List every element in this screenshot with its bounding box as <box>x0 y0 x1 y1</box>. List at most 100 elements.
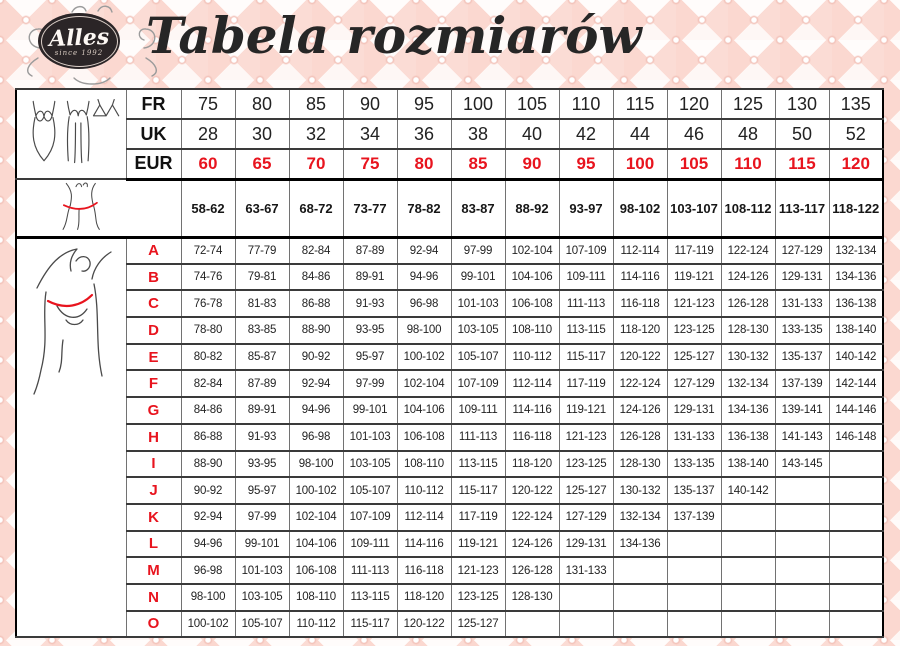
size-cell: 134-136 <box>828 262 884 292</box>
size-cell: 137-139 <box>774 369 830 399</box>
size-cell: 40 <box>504 118 560 150</box>
size-cell: 129-131 <box>774 262 830 292</box>
size-cell: 139-141 <box>774 396 830 425</box>
size-cell: 87-89 <box>342 236 398 265</box>
cup-label-b: B <box>125 262 182 292</box>
size-cell <box>828 502 884 532</box>
cup-label-l: L <box>125 529 182 559</box>
size-cell: 60 <box>180 148 236 181</box>
size-cell: 104-106 <box>504 262 560 292</box>
size-cell: 122-124 <box>504 502 560 532</box>
size-cell: 131-133 <box>558 556 614 585</box>
underbust-cell: 63-67 <box>234 178 290 239</box>
size-cell: 128-130 <box>720 316 776 345</box>
size-cell: 112-114 <box>396 502 452 532</box>
size-cell: 113-115 <box>342 582 398 612</box>
size-table-body: FR 75 80 85 90 95 100 105 110 115 120 125 130 135 UK 28… <box>15 88 884 639</box>
size-cell: 132-134 <box>828 236 884 265</box>
size-cell: 118-120 <box>504 449 560 479</box>
size-cell: 113-115 <box>558 316 614 345</box>
size-cell: 116-118 <box>504 422 560 452</box>
size-cell: 99-101 <box>450 262 506 292</box>
size-cell: 105 <box>666 148 722 181</box>
size-cell: 90-92 <box>288 342 344 372</box>
size-cell <box>774 556 830 585</box>
size-cell: 116-118 <box>396 556 452 585</box>
size-cell: 144-146 <box>828 396 884 425</box>
size-cell <box>774 609 830 639</box>
size-cell <box>774 502 830 532</box>
size-cell: 106-108 <box>504 289 560 319</box>
cup-label-m: M <box>125 556 182 585</box>
cup-row-a: A 72-74 77-79 82-84 87-89 92-94 97-99 102-104 10… <box>15 235 884 639</box>
size-cell: 115 <box>612 88 668 120</box>
size-cell <box>720 556 776 585</box>
brand-name: Alles <box>48 23 110 52</box>
size-cell: 113-115 <box>450 449 506 479</box>
size-cell: 141-143 <box>774 422 830 452</box>
size-cell: 106-108 <box>288 556 344 585</box>
size-cell: 105-107 <box>450 342 506 372</box>
size-cell: 30 <box>234 118 290 150</box>
size-cell: 124-126 <box>504 529 560 559</box>
size-cell: 108-110 <box>504 316 560 345</box>
size-cell: 140-142 <box>720 476 776 505</box>
size-cell: 90 <box>342 88 398 120</box>
size-cell: 127-129 <box>774 236 830 265</box>
size-cell: 131-133 <box>666 422 722 452</box>
size-cell: 137-139 <box>666 502 722 532</box>
row-label-uk: UK <box>125 118 182 150</box>
size-cell: 129-131 <box>558 529 614 559</box>
size-cell: 99-101 <box>342 396 398 425</box>
size-cell: 70 <box>288 148 344 181</box>
size-cell: 123-125 <box>450 582 506 612</box>
size-cell: 125-127 <box>666 342 722 372</box>
size-cell: 97-99 <box>234 502 290 532</box>
size-cell: 105 <box>504 88 560 120</box>
cup-row-i: I 88-90 93-95 98-100 103-105 108-110 113-115 11… <box>16 449 884 479</box>
size-cell: 77-79 <box>234 236 290 265</box>
size-cell <box>666 529 722 559</box>
size-cell: 117-119 <box>666 236 722 265</box>
size-cell: 93-95 <box>234 449 290 479</box>
size-cell: 114-116 <box>396 529 452 559</box>
size-cell: 98-100 <box>180 582 236 612</box>
size-cell: 126-128 <box>612 422 668 452</box>
cup-label-j: J <box>125 476 182 505</box>
size-cell: 114-116 <box>504 396 560 425</box>
size-cell: 90 <box>504 148 560 181</box>
cup-label-g: G <box>125 396 182 425</box>
size-cell: 120-122 <box>504 476 560 505</box>
size-cell: 98-100 <box>396 316 452 345</box>
size-cell <box>558 609 614 639</box>
size-cell: 103-105 <box>450 316 506 345</box>
size-cell: 52 <box>828 118 884 150</box>
size-cell: 36 <box>396 118 452 150</box>
size-cell <box>720 529 776 559</box>
size-cell: 32 <box>288 118 344 150</box>
size-cell: 95 <box>396 88 452 120</box>
size-cell: 130-132 <box>612 476 668 505</box>
cup-label-f: F <box>125 369 182 399</box>
size-cell: 110 <box>720 148 776 181</box>
size-cell: 107-109 <box>558 236 614 265</box>
size-cell: 103-105 <box>342 449 398 479</box>
cup-label-o: O <box>125 609 182 639</box>
size-cell: 130-132 <box>720 342 776 372</box>
row-label-fr: FR <box>125 88 182 120</box>
cup-row-m: M 96-98 101-103 106-108 111-113 116-118 121-12… <box>16 556 884 585</box>
size-cell: 87-89 <box>234 369 290 399</box>
size-cell: 100 <box>612 148 668 181</box>
size-cell: 142-144 <box>828 369 884 399</box>
size-table: FR 75 80 85 90 95 100 105 110 115 120 125 130 135 UK 28… <box>15 88 884 639</box>
size-cell: 48 <box>720 118 776 150</box>
size-cell: 120-122 <box>612 342 668 372</box>
size-cell: 100-102 <box>288 476 344 505</box>
size-cell: 116-118 <box>612 289 668 319</box>
brand-logo: Alles since 1992 <box>16 2 168 88</box>
brand-logo-oval: Alles since 1992 <box>38 13 120 69</box>
size-cell: 103-105 <box>234 582 290 612</box>
size-cell <box>666 609 722 639</box>
underbust-figure-cell <box>15 178 182 239</box>
